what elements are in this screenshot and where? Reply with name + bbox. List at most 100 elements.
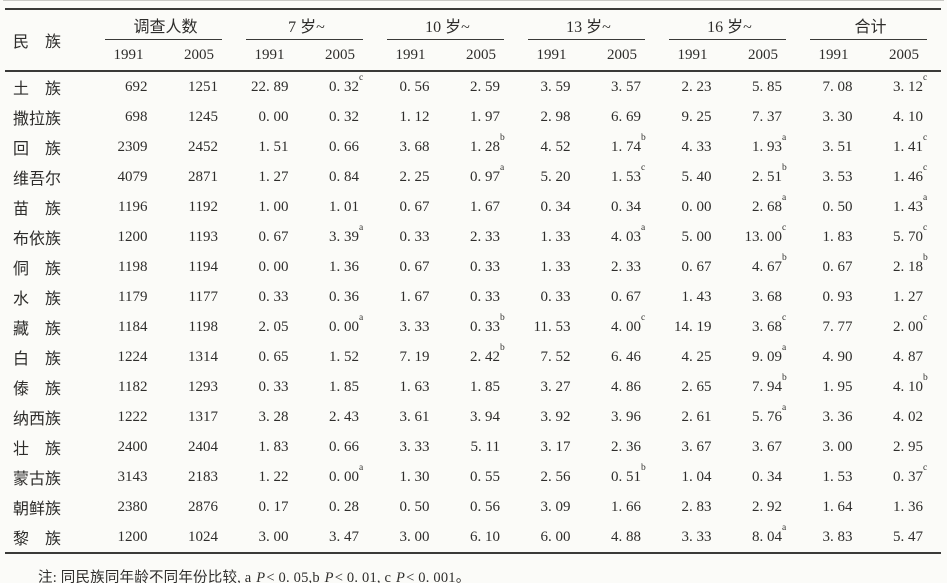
table-cell: 2. 51 b [752,162,787,185]
year-subheader: 1991 [677,46,708,63]
table-cell: 2. 65 [681,378,712,395]
table-cell: 698 [125,108,148,125]
table-cell: 3. 33 [399,318,430,335]
table-cell: 1. 83 [258,438,289,455]
table-cell: 3. 92 [540,408,571,425]
table-cell: 1. 22 [258,468,289,485]
table-cell: 3. 28 [258,408,289,425]
table-cell: 4. 00 c [611,312,646,335]
table-cell: 22. 89 [251,78,289,95]
table-cell: 3. 68 c [752,312,787,335]
table-cell: 6. 10 [470,528,500,545]
ethnicity-label: 藏 族 [13,321,62,338]
table-cell: 1. 95 [822,378,853,395]
ethnicity-label: 黎 族 [13,531,62,548]
table-cell: 1192 [188,198,218,215]
table-cell: 2. 25 [399,168,430,185]
table-cell: 1. 28 b [470,132,505,155]
table-cell: 1. 53 [822,468,853,485]
table-cell: 3. 67 [752,438,782,455]
significance-superscript: a [782,132,787,143]
table-cell: 4. 52 [540,138,571,155]
table-cell: 3. 96 [611,408,641,425]
column-group-header: 合计 [800,9,941,40]
table-cell: 4. 67 b [752,252,787,275]
table-cell: 1317 [188,408,218,425]
table-cell: 3. 27 [540,378,571,395]
table-cell: 2404 [188,438,218,455]
table-cell: 1. 74 b [611,132,646,155]
table-cell: 7. 19 [399,348,430,365]
table-cell: 2. 95 [893,438,923,455]
table-cell: 2. 68 a [752,192,787,215]
table-cell: 1251 [188,78,218,95]
table-cell: 2. 42 b [470,342,505,365]
significance-superscript: b [500,132,505,143]
table-cell: 1. 93 a [752,132,787,155]
significance-superscript: c [923,132,928,143]
table-cell: 3. 39 a [329,222,364,245]
table-cell: 2. 43 [329,408,359,425]
significance-superscript: a [782,192,787,203]
table-cell: 0. 65 [258,348,289,365]
table-cell: 0. 00 a [329,462,364,485]
table-cell: 0. 67 [822,258,853,275]
table-cell: 1. 36 [893,498,923,515]
table-cell: 0. 00 [681,198,712,215]
table-cell: 4. 25 [681,348,712,365]
table-cell: 3. 17 [540,438,571,455]
table-cell: 14. 19 [674,318,712,335]
table-cell: 1. 43 [681,288,712,305]
table-cell: 0. 55 [470,468,500,485]
year-subheader: 1991 [536,46,567,63]
table-cell: 0. 93 [822,288,853,305]
table-cell: 0. 33 [258,288,289,305]
table-cell: 3. 94 [470,408,500,425]
table-cell: 2380 [117,498,148,515]
table-cell: 4. 88 [611,528,641,545]
table-cell: 4. 02 [893,408,923,425]
ethnicity-label: 回 族 [13,141,62,158]
table-cell: 1. 83 [822,228,853,245]
table-cell: 3. 00 [258,528,289,545]
year-subheader: 2005 [889,46,919,63]
year-subheader: 2005 [325,46,355,63]
table-cell: 3. 00 [399,528,430,545]
table-cell: 5. 20 [540,168,571,185]
table-cell: 0. 34 [540,198,571,215]
table-cell: 1. 66 [611,498,641,515]
table-cell: 1. 64 [822,498,853,515]
significance-superscript: c [782,312,787,323]
table-cell: 3. 09 [540,498,571,515]
significance-superscript: c [923,312,928,323]
significance-superscript: a [641,222,646,233]
table-cell: 3. 33 [681,528,712,545]
significance-superscript: b [782,372,787,383]
table-cell: 0. 50 [822,198,853,215]
table-cell: 1. 46 c [893,162,928,185]
table-cell: 0. 50 [399,498,430,515]
table-cell: 4079 [117,168,148,185]
table-cell: 2. 23 [681,78,712,95]
table-cell: 1193 [188,228,218,245]
table-cell: 3143 [117,468,148,485]
table-cell: 0. 67 [681,258,712,275]
significance-superscript: b [782,162,787,173]
table-row: 维吾尔 4079 2871 1. 27 0. 84 2. 25 0. 97 a 5. 20 1. … [5,162,941,192]
significance-superscript: a [500,162,505,173]
ethnicity-label: 苗 族 [13,201,62,218]
table-cell: 8. 04 a [752,522,787,545]
table-row: 土 族 692 1251 22. 89 0. 32 c 0. 56 2. 59 3. 59 3. … [5,71,941,102]
table-cell: 3. 59 [540,78,571,95]
column-group-header: 7 岁~ [236,9,377,40]
table-cell: 0. 36 [329,288,359,305]
column-group-header: 调查人数 [95,9,236,40]
significance-superscript: a [782,522,787,533]
table-cell: 3. 53 [822,168,853,185]
table-cell: 13. 00 c [744,222,787,245]
significance-superscript: b [500,342,505,353]
table-cell: 2400 [117,438,148,455]
table-cell: 0. 33 b [470,312,505,335]
table-cell: 3. 61 [399,408,430,425]
table-cell: 7. 08 [822,78,853,95]
